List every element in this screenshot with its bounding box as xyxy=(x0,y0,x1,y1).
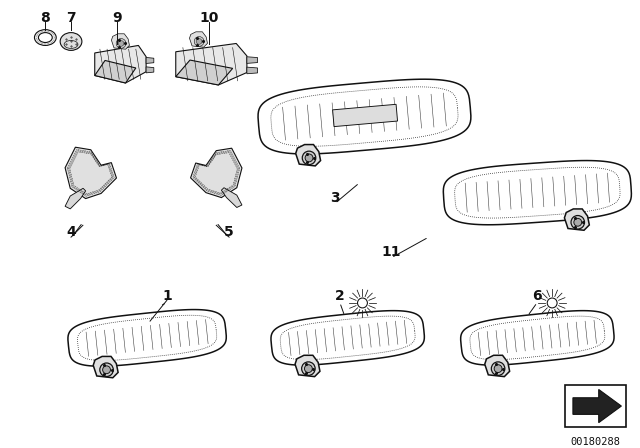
Polygon shape xyxy=(296,145,321,166)
Polygon shape xyxy=(95,60,136,83)
Polygon shape xyxy=(189,32,207,47)
Polygon shape xyxy=(271,310,424,365)
Text: 4: 4 xyxy=(66,225,76,239)
Circle shape xyxy=(547,298,557,308)
Polygon shape xyxy=(295,355,320,377)
Polygon shape xyxy=(258,79,471,154)
Circle shape xyxy=(118,41,124,46)
Circle shape xyxy=(358,298,367,308)
Text: 8: 8 xyxy=(40,11,50,25)
Circle shape xyxy=(305,154,313,162)
Text: 10: 10 xyxy=(200,11,219,25)
Polygon shape xyxy=(247,57,257,63)
Polygon shape xyxy=(191,148,242,198)
Text: 6: 6 xyxy=(532,289,542,303)
Circle shape xyxy=(100,363,113,376)
Polygon shape xyxy=(444,160,632,225)
Text: 1: 1 xyxy=(162,289,172,303)
Polygon shape xyxy=(564,209,589,230)
Polygon shape xyxy=(95,45,146,83)
Text: 9: 9 xyxy=(113,11,122,25)
Bar xyxy=(565,385,627,427)
Text: 00180288: 00180288 xyxy=(571,437,621,447)
Polygon shape xyxy=(111,34,129,49)
Ellipse shape xyxy=(38,33,52,43)
Text: 7: 7 xyxy=(66,11,76,25)
Circle shape xyxy=(305,365,312,373)
Circle shape xyxy=(116,39,126,48)
Polygon shape xyxy=(247,67,257,74)
Circle shape xyxy=(492,362,505,375)
Circle shape xyxy=(102,366,111,374)
Polygon shape xyxy=(221,188,242,207)
Polygon shape xyxy=(573,389,621,422)
Polygon shape xyxy=(176,43,247,85)
Polygon shape xyxy=(176,60,233,85)
Circle shape xyxy=(194,37,204,46)
Polygon shape xyxy=(68,310,227,366)
Ellipse shape xyxy=(60,33,82,50)
Text: 2: 2 xyxy=(335,289,344,303)
Polygon shape xyxy=(461,310,614,365)
Polygon shape xyxy=(93,357,118,378)
Circle shape xyxy=(494,365,502,373)
Circle shape xyxy=(574,218,582,226)
Bar xyxy=(333,104,397,127)
Polygon shape xyxy=(146,67,154,73)
Text: 11: 11 xyxy=(381,245,401,259)
Circle shape xyxy=(301,362,315,375)
Text: 3: 3 xyxy=(330,190,340,205)
Polygon shape xyxy=(484,355,509,377)
Circle shape xyxy=(302,151,316,165)
Polygon shape xyxy=(65,188,86,209)
Polygon shape xyxy=(65,147,116,198)
Circle shape xyxy=(571,215,584,229)
Text: 5: 5 xyxy=(224,225,234,239)
Ellipse shape xyxy=(35,30,56,45)
Polygon shape xyxy=(146,57,154,64)
Circle shape xyxy=(196,39,202,44)
